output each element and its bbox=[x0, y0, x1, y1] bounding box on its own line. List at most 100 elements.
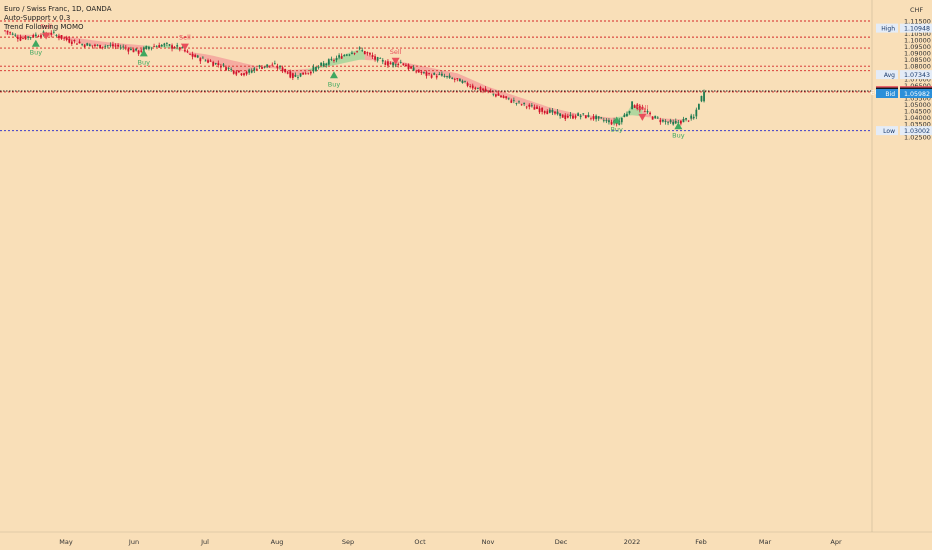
candle-body bbox=[34, 34, 37, 37]
candle-body bbox=[219, 66, 222, 68]
candle-body bbox=[145, 45, 148, 50]
candle-body bbox=[335, 57, 338, 61]
candle-body bbox=[605, 120, 608, 122]
y-tick-label: 1.04500 bbox=[904, 108, 931, 116]
indicator-auto-support[interactable]: Auto-Support v 0.3 bbox=[4, 14, 71, 23]
candle-body bbox=[266, 64, 269, 67]
candle-body bbox=[579, 115, 582, 118]
candle-body bbox=[638, 105, 641, 111]
buy-signal-marker bbox=[612, 116, 621, 124]
bid-badge-label-bg bbox=[876, 88, 898, 98]
candle-body bbox=[237, 70, 240, 73]
x-tick-label: May bbox=[59, 538, 73, 546]
candle-body bbox=[649, 112, 651, 115]
candle-body bbox=[466, 83, 469, 86]
candle-body bbox=[253, 68, 256, 71]
y-tick-label: 1.10500 bbox=[904, 30, 931, 38]
candle-body bbox=[410, 66, 412, 69]
candle-body bbox=[148, 46, 150, 49]
candle-body bbox=[443, 76, 446, 77]
candle-body bbox=[289, 71, 292, 78]
price-badges-layer: High1.10948Avg1.07343Ask1.06010EURCHF1.0… bbox=[871, 23, 932, 136]
indicator-momo[interactable]: Trend Following MOMO bbox=[4, 23, 84, 32]
candle-body bbox=[407, 64, 410, 70]
candle-body bbox=[487, 90, 490, 92]
sell-signal-marker bbox=[42, 32, 51, 40]
candle-body bbox=[181, 47, 184, 48]
candle-body bbox=[76, 43, 78, 45]
buy-signal-marker bbox=[31, 39, 40, 47]
candle-body bbox=[546, 111, 549, 115]
candle-body bbox=[438, 74, 441, 75]
candle-body bbox=[333, 60, 335, 61]
candle-body bbox=[572, 115, 574, 119]
candle-body bbox=[11, 33, 14, 35]
low-badge-label: Low bbox=[883, 128, 895, 135]
candle-body bbox=[47, 34, 50, 36]
avg-badge-price: 1.07343 bbox=[904, 72, 930, 79]
candle-body bbox=[4, 30, 6, 32]
candle-body bbox=[507, 97, 510, 99]
y-tick-label: 1.06500 bbox=[904, 82, 931, 90]
candle-body bbox=[261, 67, 263, 69]
candle-body bbox=[484, 88, 487, 92]
trend-band-segment bbox=[143, 44, 180, 51]
bid-badge-price-bg bbox=[900, 88, 932, 98]
candle-body bbox=[505, 96, 508, 98]
candle-body bbox=[602, 120, 605, 122]
candle-body bbox=[515, 102, 518, 104]
y-tick-label: 1.09000 bbox=[904, 50, 931, 58]
x-tick-label: Apr bbox=[830, 538, 842, 546]
candle-body bbox=[312, 66, 315, 72]
candle-body bbox=[191, 53, 194, 57]
candle-body bbox=[286, 72, 289, 74]
candle-body bbox=[117, 44, 119, 47]
candle-body bbox=[667, 122, 669, 124]
candle-body bbox=[204, 60, 207, 62]
candle-body bbox=[574, 115, 577, 118]
candle-body bbox=[65, 37, 68, 40]
candle-body bbox=[389, 63, 392, 65]
candle-body bbox=[523, 102, 526, 104]
candle-body bbox=[240, 73, 243, 76]
candle-body bbox=[127, 48, 130, 52]
candle-body bbox=[559, 113, 562, 117]
candle-body bbox=[58, 35, 60, 39]
candle-body bbox=[428, 73, 430, 74]
candle-body bbox=[248, 69, 251, 73]
high-badge-label-bg bbox=[876, 23, 898, 33]
candle-body bbox=[662, 120, 664, 122]
y-tick-label: 1.08500 bbox=[904, 56, 931, 64]
candle-body bbox=[68, 38, 71, 43]
candle-body bbox=[222, 64, 225, 66]
candle-body bbox=[338, 55, 340, 58]
candle-body bbox=[325, 63, 328, 66]
candle-body bbox=[29, 37, 32, 38]
candle-body bbox=[654, 115, 657, 119]
y-tick-label: 1.11500 bbox=[904, 17, 931, 25]
x-tick-label: Sep bbox=[342, 538, 354, 546]
candle-body bbox=[674, 121, 677, 124]
candle-body bbox=[492, 93, 495, 95]
candle-body bbox=[60, 35, 63, 39]
candle-body bbox=[692, 116, 695, 119]
candle-body bbox=[698, 104, 700, 110]
candle-body bbox=[682, 118, 685, 123]
candle-body bbox=[430, 75, 433, 78]
candle-body bbox=[255, 68, 258, 70]
candle-body bbox=[160, 44, 163, 47]
buy-signal-label: Buy bbox=[138, 58, 151, 66]
candle-body bbox=[309, 71, 312, 74]
candle-body bbox=[291, 73, 294, 78]
candle-body bbox=[387, 61, 389, 66]
candle-body bbox=[392, 62, 394, 66]
candle-body bbox=[348, 54, 351, 56]
candle-body bbox=[119, 47, 122, 49]
candle-body bbox=[500, 95, 502, 98]
candle-body bbox=[538, 108, 541, 113]
x-tick-label: 2022 bbox=[624, 538, 641, 546]
candle-body bbox=[659, 120, 662, 123]
candle-body bbox=[548, 109, 551, 113]
candle-body bbox=[494, 94, 497, 97]
